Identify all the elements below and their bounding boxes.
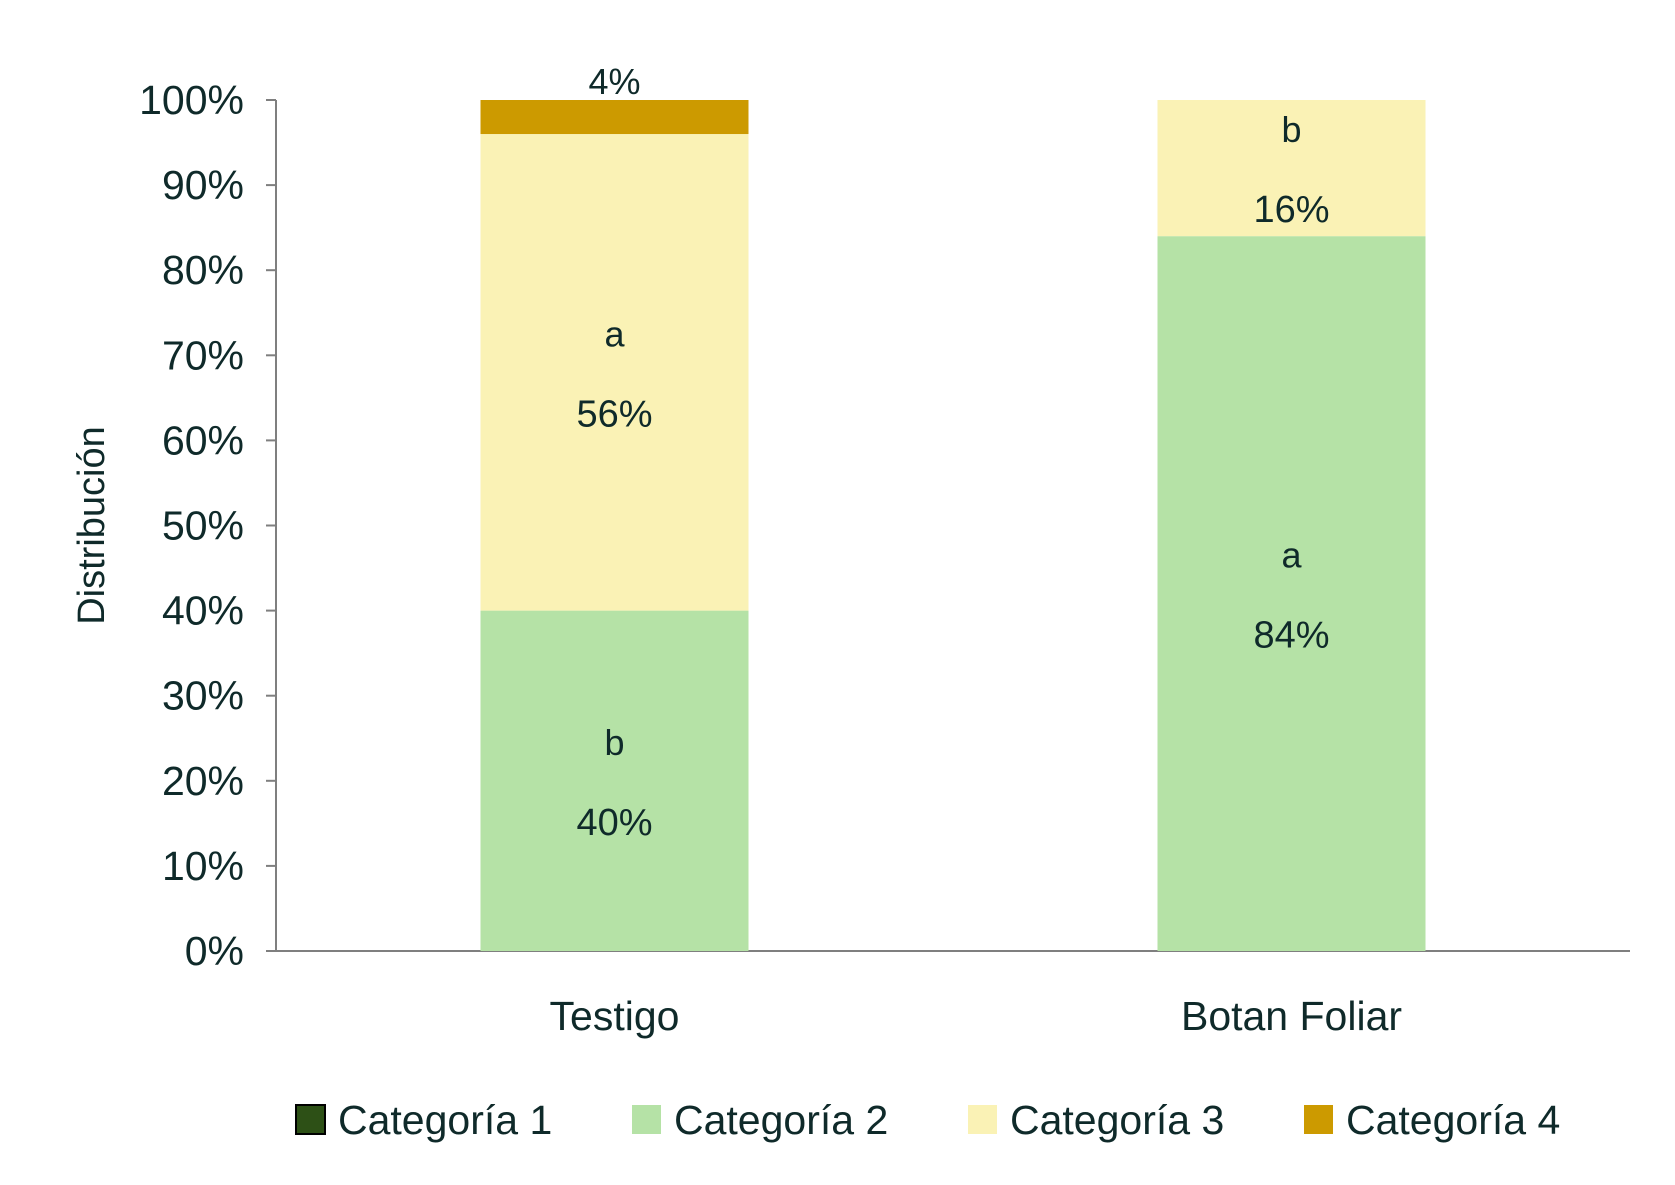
legend-label: Categoría 1 bbox=[338, 1097, 552, 1143]
bar-segment bbox=[1157, 236, 1426, 951]
data-labels: b 40% a 56% 4% a 84% b 16% bbox=[576, 61, 1329, 844]
legend-swatch bbox=[632, 1105, 661, 1134]
significance-letter: b bbox=[1281, 109, 1301, 150]
bars bbox=[480, 100, 1426, 951]
significance-letter: a bbox=[1281, 535, 1302, 576]
y-tick-label: 100% bbox=[139, 77, 244, 123]
y-axis-label: Distribución bbox=[71, 426, 113, 625]
bar-segment bbox=[480, 134, 749, 611]
y-tick-label: 50% bbox=[162, 503, 244, 549]
data-label: 56% bbox=[576, 393, 652, 435]
legend: Categoría 1 Categoría 2 Categoría 3 Categor… bbox=[295, 1097, 1560, 1143]
y-tick-label: 0% bbox=[185, 928, 244, 974]
legend-item: Categoría 4 bbox=[1304, 1097, 1560, 1143]
legend-label: Categoría 4 bbox=[1346, 1097, 1560, 1143]
bar-segment bbox=[480, 100, 749, 135]
y-tick-label: 40% bbox=[162, 588, 244, 634]
data-label: 40% bbox=[576, 802, 652, 844]
bar-segment bbox=[1157, 100, 1426, 237]
legend-swatch bbox=[968, 1105, 997, 1134]
y-tick-label: 20% bbox=[162, 758, 244, 804]
y-tick-label: 30% bbox=[162, 673, 244, 719]
legend-item: Categoría 1 bbox=[295, 1097, 552, 1143]
data-label: 4% bbox=[588, 61, 640, 102]
legend-swatch bbox=[295, 1104, 326, 1135]
x-tick-label: Testigo bbox=[550, 993, 680, 1039]
legend-label: Categoría 3 bbox=[1010, 1097, 1224, 1143]
legend-item: Categoría 2 bbox=[632, 1097, 888, 1143]
data-label: 84% bbox=[1253, 615, 1329, 657]
x-tick-label: Botan Foliar bbox=[1181, 993, 1402, 1039]
significance-letter: b bbox=[604, 722, 624, 763]
y-tick-label: 90% bbox=[162, 162, 244, 208]
y-tick-label: 70% bbox=[162, 332, 244, 378]
data-label: 16% bbox=[1253, 189, 1329, 231]
bar-segment bbox=[480, 610, 749, 951]
y-tick-label: 10% bbox=[162, 843, 244, 889]
legend-item: Categoría 3 bbox=[968, 1097, 1224, 1143]
y-tick-label: 80% bbox=[162, 247, 244, 293]
axes: 0% 10% 20% 30% 40% 50% 60% 70% 80% 90% 100% Testigo… bbox=[139, 77, 1630, 1039]
significance-letter: a bbox=[604, 313, 625, 354]
legend-swatch bbox=[1304, 1105, 1333, 1134]
legend-label: Categoría 2 bbox=[674, 1097, 888, 1143]
y-tick-label: 60% bbox=[162, 417, 244, 463]
